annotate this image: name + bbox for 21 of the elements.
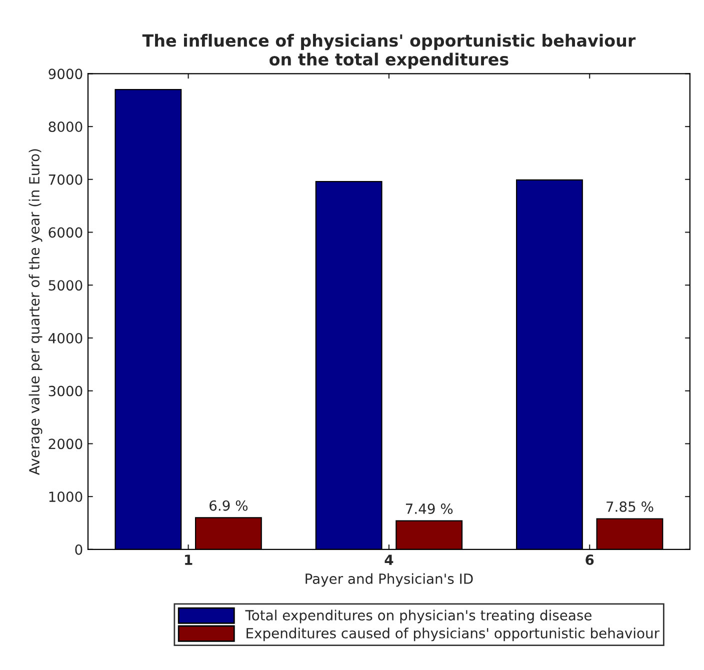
y-tick-label: 6000 xyxy=(48,227,82,238)
y-tick-label: 2000 xyxy=(48,438,82,450)
x-tick-label: 6 xyxy=(586,554,594,566)
x-tick-label: 1 xyxy=(185,554,192,565)
chart-title: The influence of physicians' opportunistic behaviour on the total expenditures xyxy=(142,34,636,69)
y-tick-label: 7000 xyxy=(48,174,82,185)
annotation: 6.9 % xyxy=(210,500,248,511)
y-tick-label: 8000 xyxy=(48,122,82,132)
legend-label: Expenditures caused of physicians' opportunistic behaviour xyxy=(246,628,660,642)
y-tick-label: 3000 xyxy=(48,386,82,396)
x-axis-title: Payer and Physician's ID xyxy=(306,573,473,587)
annotation: 7.49 % xyxy=(406,503,453,514)
x-tick-label: 4 xyxy=(384,554,394,565)
y-tick-label: 5000 xyxy=(48,280,82,291)
annotation: 7.85 % xyxy=(606,501,654,512)
y-axis-title: Average value per quarter of the year (in Euro) xyxy=(28,149,42,475)
y-tick-label: 9000 xyxy=(48,68,82,80)
y-tick-label: 4000 xyxy=(48,332,82,344)
legend-label: Total expenditures on physician's treating disease xyxy=(245,610,592,624)
y-tick-label: 1000 xyxy=(49,492,82,502)
y-tick-label: 0 xyxy=(75,544,82,555)
